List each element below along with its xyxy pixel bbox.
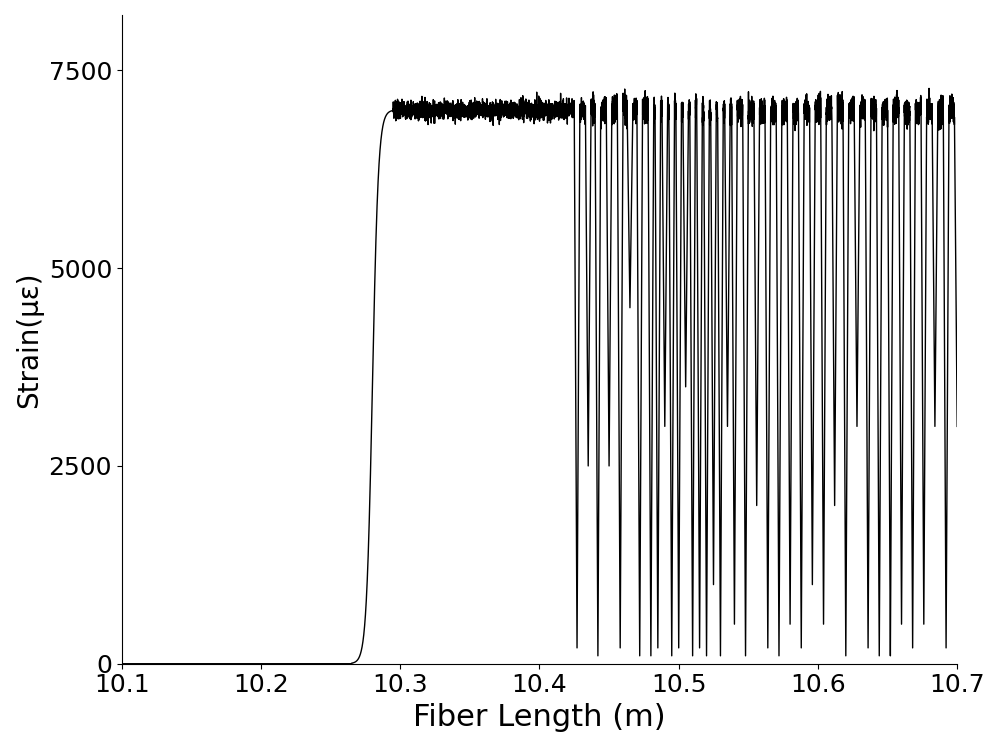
- Y-axis label: Strain(με): Strain(με): [15, 271, 43, 408]
- X-axis label: Fiber Length (m): Fiber Length (m): [413, 703, 666, 732]
